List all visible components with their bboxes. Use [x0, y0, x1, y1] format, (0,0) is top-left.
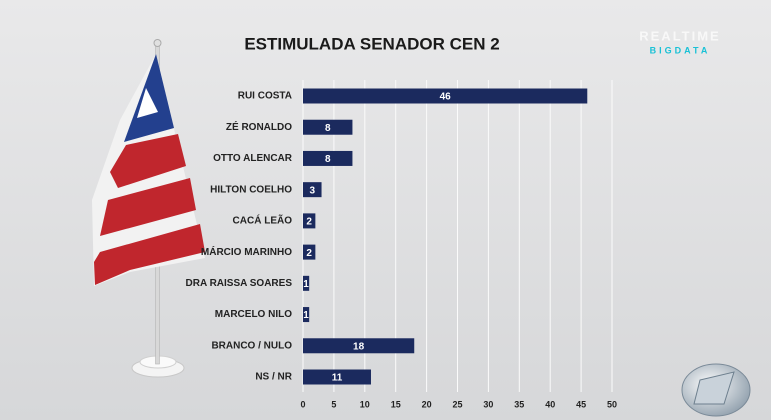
- x-tick-label: 20: [422, 399, 432, 409]
- x-tick-label: 0: [300, 399, 305, 409]
- category-label: MARCELO NILO: [215, 309, 292, 320]
- value-label: 8: [325, 154, 331, 165]
- chart-title: ESTIMULADA SENADOR CEN 2: [244, 34, 499, 53]
- x-tick-label: 45: [576, 399, 586, 409]
- bar: [303, 338, 415, 354]
- category-label: NS / NR: [255, 372, 292, 383]
- bar: [303, 150, 353, 166]
- category-label: BRANCO / NULO: [211, 340, 292, 351]
- x-tick-label: 15: [391, 399, 401, 409]
- value-label: 11: [332, 373, 343, 384]
- bar: [303, 182, 322, 198]
- value-label: 46: [440, 92, 452, 103]
- value-label: 2: [306, 248, 312, 259]
- category-label: RUI COSTA: [238, 91, 292, 102]
- bar: [303, 369, 371, 385]
- category-label: HILTON COELHO: [210, 184, 292, 195]
- bar: [303, 307, 310, 323]
- x-tick-label: 25: [452, 399, 462, 409]
- bar: [303, 244, 316, 260]
- bar: [303, 213, 316, 229]
- x-tick-label: 50: [607, 399, 617, 409]
- category-label: OTTO ALENCAR: [213, 153, 293, 164]
- bar: [303, 88, 588, 104]
- value-label: 3: [309, 185, 315, 196]
- x-tick-label: 35: [514, 399, 524, 409]
- value-label: 1: [303, 310, 309, 321]
- emblem: [681, 363, 751, 417]
- value-label: 2: [306, 217, 312, 228]
- value-label: 8: [325, 123, 331, 134]
- bar: [303, 119, 353, 135]
- brand-bottom: BIGDATA: [650, 45, 711, 55]
- x-tick-label: 10: [360, 399, 370, 409]
- x-tick-label: 30: [483, 399, 493, 409]
- brand-top: REALTIME: [639, 28, 720, 43]
- value-label: 1: [303, 279, 309, 290]
- value-label: 18: [353, 341, 365, 352]
- category-label: DRA RAISSA SOARES: [186, 278, 293, 289]
- x-tick-label: 40: [545, 399, 555, 409]
- category-label: CACÁ LEÃO: [233, 214, 293, 227]
- category-label: ZÉ RONALDO: [226, 120, 292, 133]
- bar: [303, 275, 310, 291]
- x-tick-label: 5: [331, 399, 336, 409]
- flag-illustration: [92, 39, 205, 378]
- category-label: MÁRCIO MARINHO: [201, 245, 292, 258]
